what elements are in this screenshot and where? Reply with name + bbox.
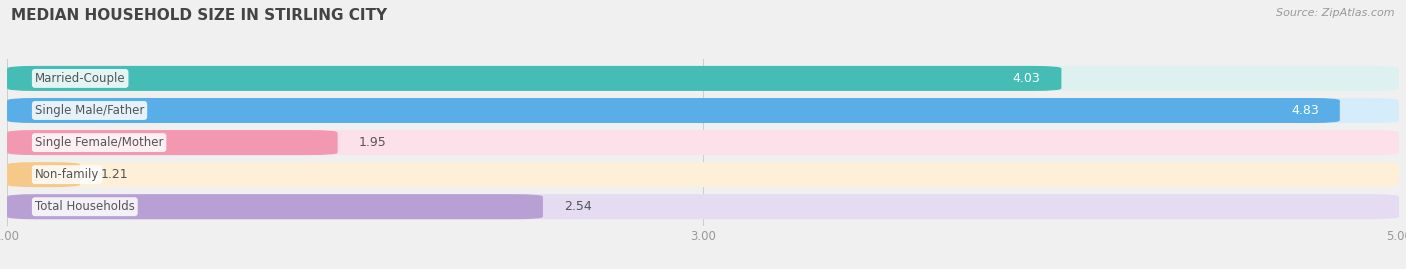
FancyBboxPatch shape: [7, 162, 1399, 187]
FancyBboxPatch shape: [7, 194, 543, 219]
FancyBboxPatch shape: [7, 130, 337, 155]
Text: Married-Couple: Married-Couple: [35, 72, 125, 85]
Text: 4.03: 4.03: [1012, 72, 1040, 85]
Text: MEDIAN HOUSEHOLD SIZE IN STIRLING CITY: MEDIAN HOUSEHOLD SIZE IN STIRLING CITY: [11, 8, 388, 23]
Text: 2.54: 2.54: [564, 200, 592, 213]
Text: Total Households: Total Households: [35, 200, 135, 213]
FancyBboxPatch shape: [7, 162, 80, 187]
Text: 1.95: 1.95: [359, 136, 387, 149]
FancyBboxPatch shape: [7, 130, 1399, 155]
Text: Non-family: Non-family: [35, 168, 100, 181]
FancyBboxPatch shape: [7, 98, 1399, 123]
Text: Single Male/Father: Single Male/Father: [35, 104, 145, 117]
Text: 1.21: 1.21: [101, 168, 128, 181]
FancyBboxPatch shape: [7, 66, 1062, 91]
Text: Single Female/Mother: Single Female/Mother: [35, 136, 163, 149]
Text: Source: ZipAtlas.com: Source: ZipAtlas.com: [1277, 8, 1395, 18]
FancyBboxPatch shape: [7, 66, 1399, 91]
Text: 4.83: 4.83: [1291, 104, 1319, 117]
FancyBboxPatch shape: [7, 194, 1399, 219]
FancyBboxPatch shape: [7, 98, 1340, 123]
